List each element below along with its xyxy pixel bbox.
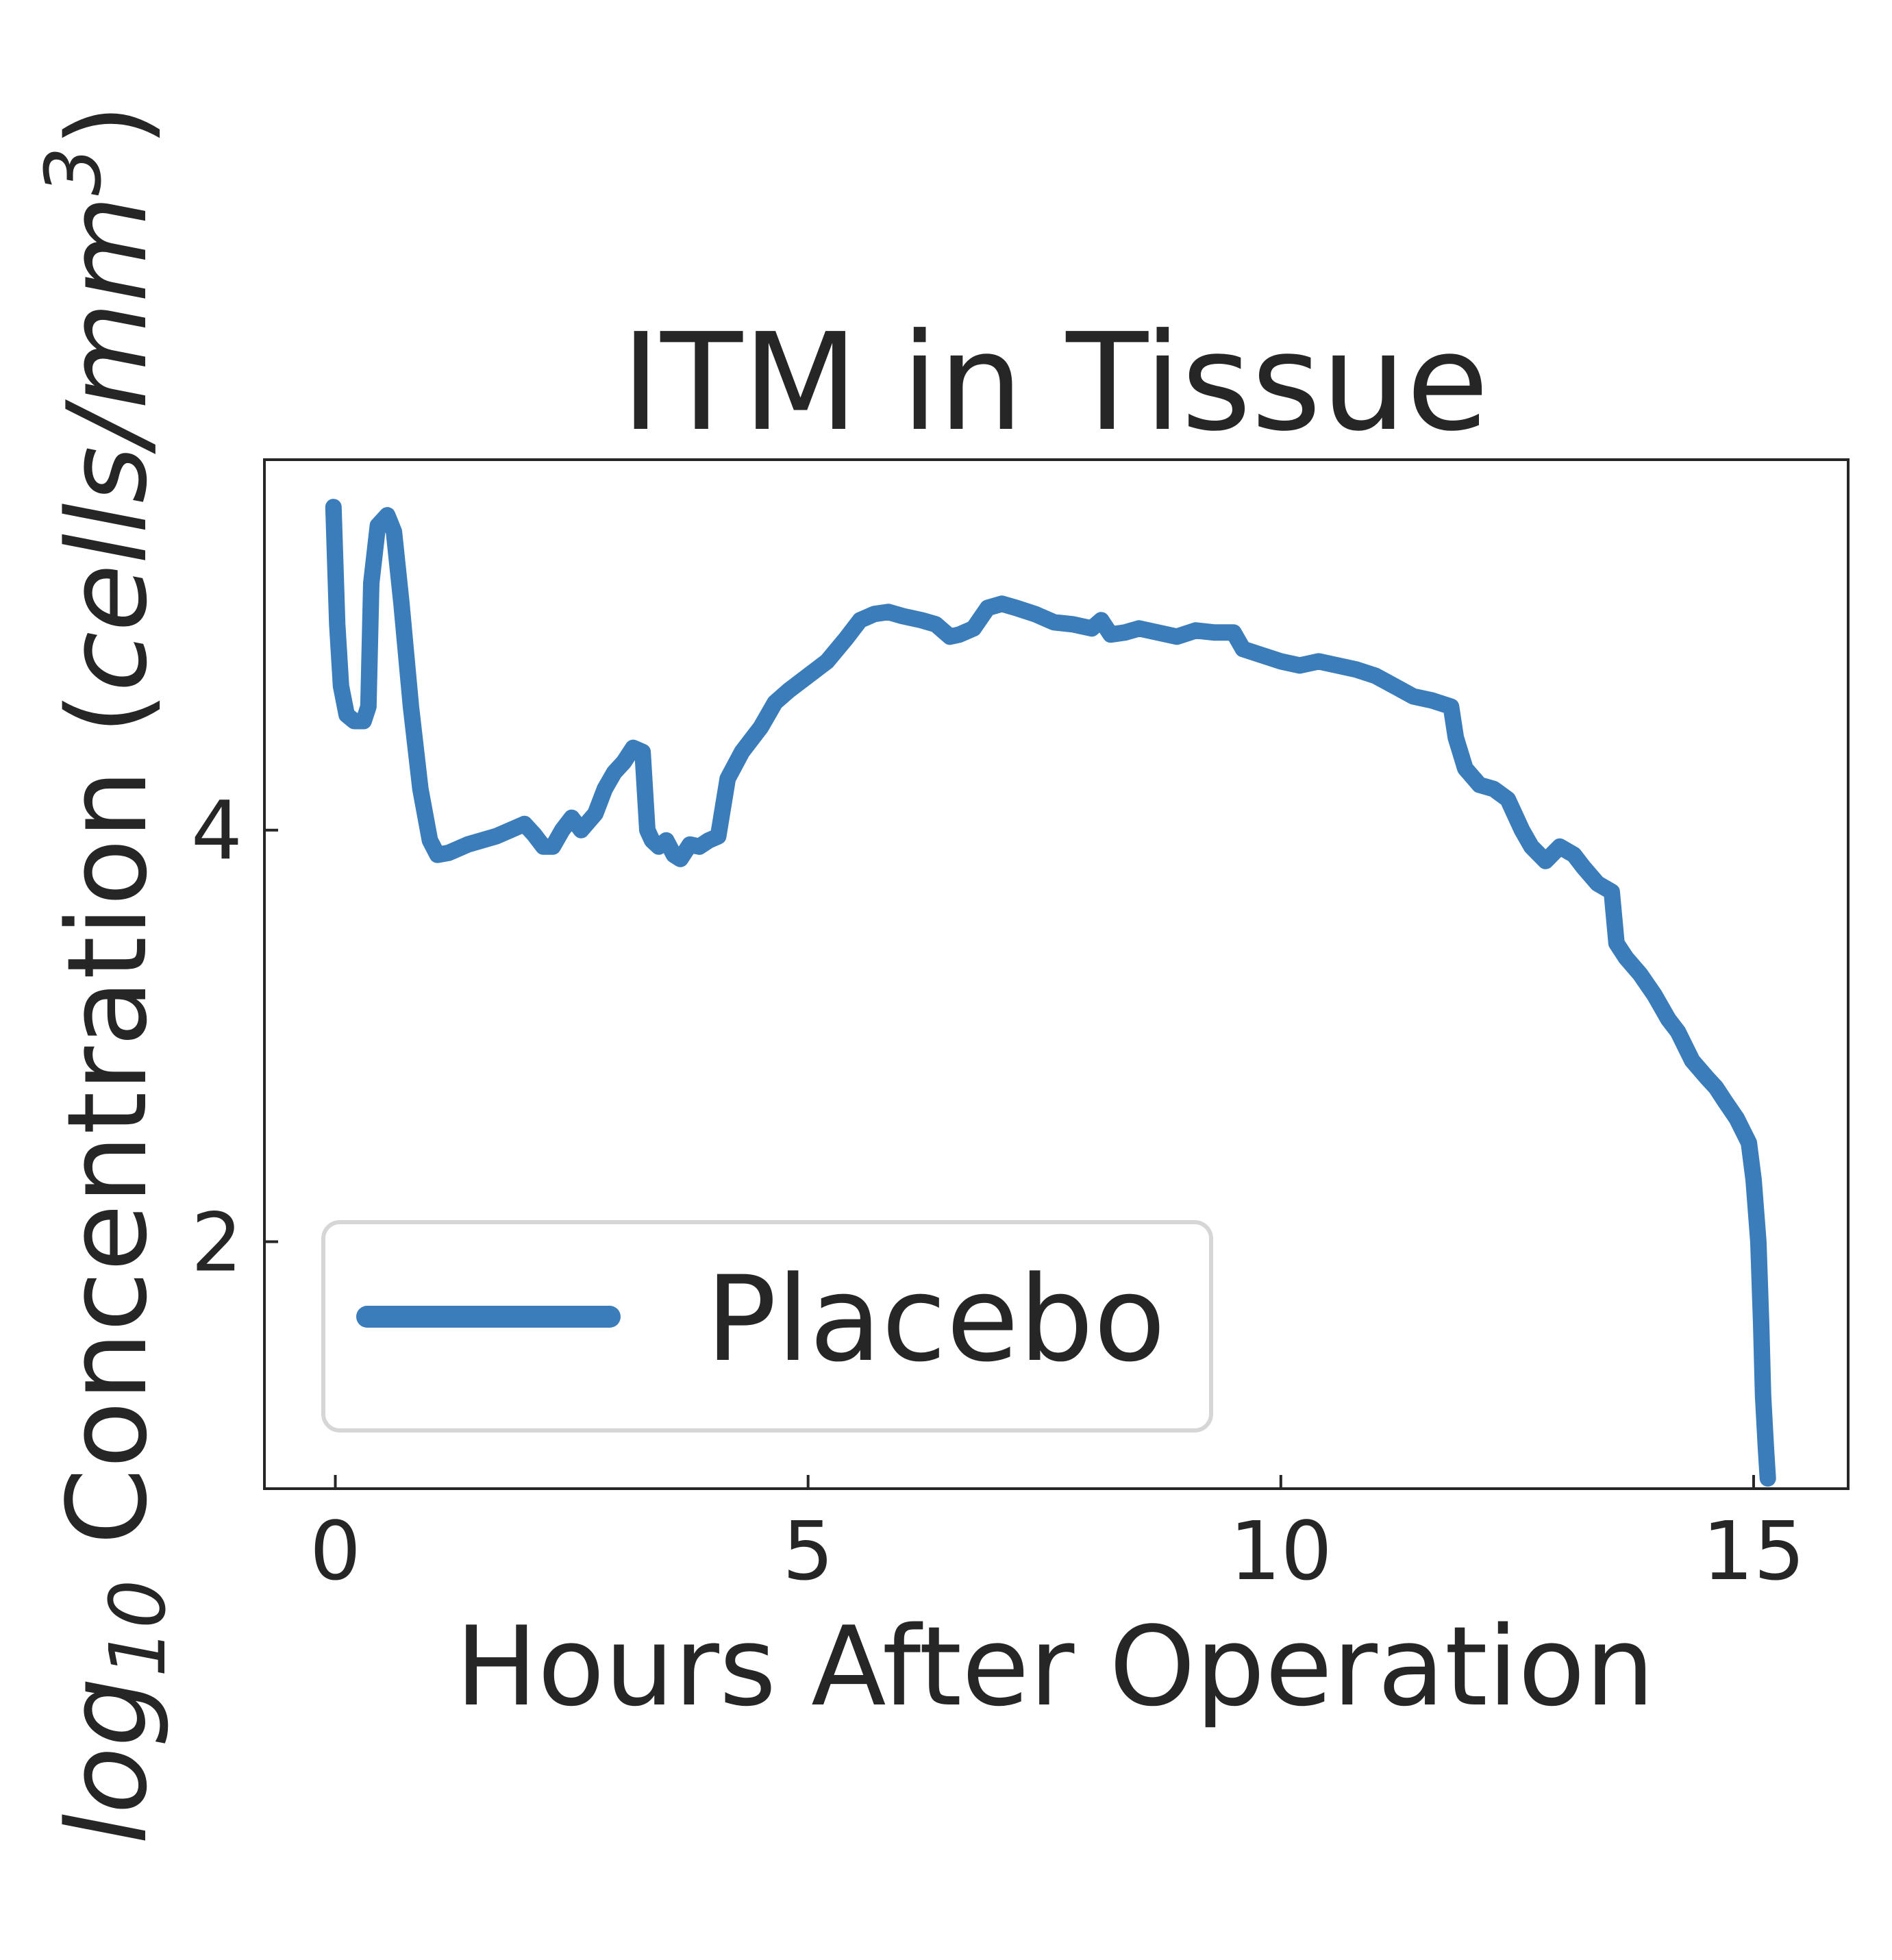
x-tick-label: 5 [782,1504,834,1598]
y-label-superscript: 3 [29,147,119,195]
series-line-placebo [325,499,1776,1487]
legend-box [321,1220,1213,1432]
plot-frame [263,458,1850,1490]
y-label-subscript: 10 [94,1580,183,1678]
chart-title: ITM in Tissue [621,305,1489,461]
x-tick-label: 0 [310,1504,361,1598]
y-label-unit: cells/mm [43,195,171,691]
x-tick-label: 10 [1230,1504,1332,1598]
y-axis-label: log10 Concentration (cells/mm3) [29,104,183,1844]
legend-label-placebo: Placebo [706,1250,1166,1388]
y-ticks: 24 [191,784,278,1290]
y-tick-label: 4 [191,784,242,878]
y-label-close: ) [43,104,171,147]
legend: Placebo [321,1220,1213,1432]
x-axis-label: Hours After Operation [456,1602,1655,1730]
x-tick-label: 15 [1702,1504,1805,1598]
series-layer [325,499,1776,1487]
y-label-body: Concentration ( [43,692,171,1580]
x-ticks: 0 5 10 15 [310,1475,1805,1598]
plot-area: 0 5 10 15 24 [191,458,1850,1598]
y-label-log: log [43,1677,171,1844]
y-tick-label: 2 [191,1195,242,1290]
